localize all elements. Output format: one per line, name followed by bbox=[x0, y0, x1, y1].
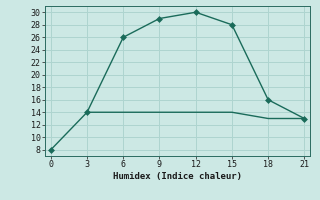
X-axis label: Humidex (Indice chaleur): Humidex (Indice chaleur) bbox=[113, 172, 242, 181]
